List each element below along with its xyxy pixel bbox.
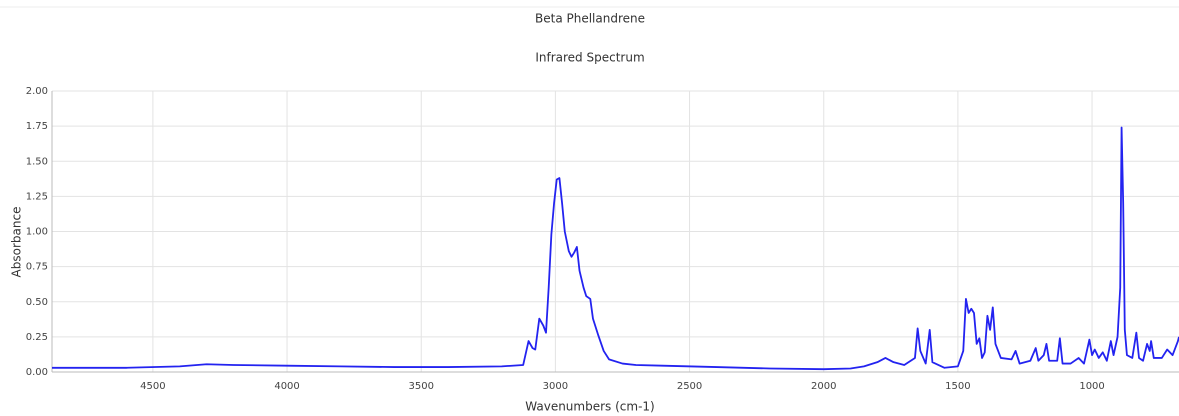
x-tick-label: 3500 bbox=[409, 381, 434, 392]
y-tick-label: 0.25 bbox=[26, 332, 48, 343]
y-tick-label: 0.75 bbox=[26, 262, 48, 273]
x-tick-label: 1000 bbox=[1079, 381, 1104, 392]
y-tick-label: 1.00 bbox=[26, 227, 48, 238]
y-tick-label: 0.50 bbox=[26, 297, 48, 308]
x-tick-label: 2500 bbox=[677, 381, 702, 392]
x-tick-label: 1500 bbox=[945, 381, 970, 392]
y-tick-label: 0.00 bbox=[26, 367, 48, 378]
y-tick-label: 1.75 bbox=[26, 121, 48, 132]
x-axis-title: Wavenumbers (cm-1) bbox=[525, 400, 654, 414]
y-tick-label: 1.25 bbox=[26, 191, 48, 202]
x-tick-label: 4500 bbox=[140, 381, 165, 392]
chart-title: Beta Phellandrene bbox=[535, 12, 645, 26]
x-tick-label: 4000 bbox=[274, 381, 299, 392]
y-tick-label: 2.00 bbox=[26, 86, 48, 97]
chart-subtitle: Infrared Spectrum bbox=[535, 51, 644, 65]
x-tick-label: 2000 bbox=[811, 381, 836, 392]
y-axis-title: Absorbance bbox=[10, 207, 24, 278]
y-tick-label: 1.50 bbox=[26, 156, 48, 167]
x-tick-label: 3000 bbox=[543, 381, 568, 392]
spectrum-line bbox=[52, 126, 1179, 371]
